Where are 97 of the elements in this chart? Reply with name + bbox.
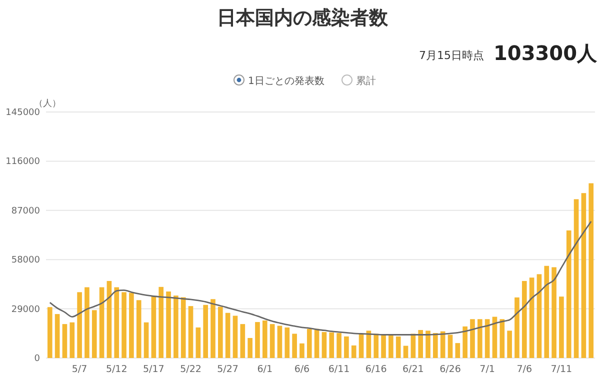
- bar: [144, 322, 149, 358]
- bar: [477, 319, 482, 358]
- bar: [196, 327, 201, 358]
- bar: [552, 267, 556, 358]
- text: 1日ごとの発表数: [248, 75, 324, 87]
- bar: [122, 292, 126, 358]
- bar: [358, 334, 364, 358]
- y-axis-title: （人）: [34, 98, 61, 109]
- bar: [306, 328, 312, 358]
- bar: [544, 266, 550, 358]
- bar: [70, 322, 75, 358]
- bar: [418, 330, 423, 358]
- bar: [455, 343, 460, 358]
- bar: [426, 330, 430, 358]
- bar: [344, 336, 349, 358]
- text: 累計: [356, 75, 376, 87]
- x-tick-label: 7/6: [516, 364, 532, 375]
- bar: [336, 333, 342, 358]
- bar: [581, 193, 586, 358]
- y-tick-label: 0: [34, 354, 40, 364]
- bar: [300, 343, 304, 358]
- bar: [174, 296, 178, 358]
- bar: [566, 230, 572, 358]
- bar: [374, 334, 379, 358]
- bar: [232, 316, 238, 358]
- bar: [210, 299, 216, 358]
- bar: [240, 324, 246, 358]
- x-tick-label: 7/1: [480, 364, 495, 375]
- bar: [536, 274, 542, 358]
- x-tick-label: 5/27: [217, 364, 238, 375]
- chart-title: 日本国内の感染者数: [217, 7, 389, 29]
- x-tick-label: 6/26: [440, 364, 461, 375]
- bar: [492, 316, 498, 358]
- bar: [529, 278, 534, 358]
- y-tick-label: 58000: [11, 256, 40, 266]
- bar: [433, 333, 438, 358]
- bar: [188, 306, 194, 358]
- bar: [559, 296, 564, 358]
- bar: [77, 292, 82, 358]
- bar: [106, 280, 112, 358]
- y-tick-label: 87000: [11, 206, 40, 216]
- bar: [403, 346, 408, 358]
- bar: [62, 324, 68, 358]
- bar: [248, 338, 252, 358]
- bar: [151, 296, 156, 358]
- bar: [180, 297, 186, 358]
- bar: [322, 332, 327, 358]
- x-tick-label: 5/22: [180, 364, 202, 375]
- bar: [470, 319, 475, 358]
- text: 103300人: [494, 41, 598, 65]
- bar: [514, 297, 520, 358]
- bar: [203, 304, 208, 358]
- x-tick-label: 6/21: [402, 364, 424, 375]
- bar: [114, 287, 120, 358]
- x-tick-label: 6/11: [328, 364, 350, 375]
- bar: [92, 310, 97, 358]
- bar: [270, 324, 275, 358]
- bar: [462, 326, 468, 358]
- x-tick-label: 5/17: [143, 364, 164, 375]
- bar: [588, 183, 594, 358]
- bar: [136, 300, 142, 358]
- x-tick-label: 6/6: [294, 364, 310, 375]
- x-tick-label: 5/12: [106, 364, 128, 375]
- bar: [351, 345, 356, 358]
- bar: [522, 280, 527, 358]
- bar: [388, 334, 394, 358]
- bar: [329, 332, 334, 358]
- bar: [262, 320, 268, 358]
- bar: [277, 326, 282, 358]
- bar: [84, 287, 90, 358]
- bar: [54, 314, 60, 358]
- x-tick-label: 6/1: [257, 364, 273, 375]
- bar: [284, 327, 290, 358]
- y-tick-label: 29000: [11, 304, 40, 315]
- bar: [158, 286, 164, 358]
- text: 7月15日時点: [419, 49, 484, 62]
- bar: [129, 292, 134, 358]
- bar: [500, 319, 505, 358]
- bar: [484, 319, 490, 358]
- bar: [292, 334, 297, 358]
- bar: [99, 287, 104, 358]
- bar: [507, 330, 512, 358]
- x-tick-label: 5/7: [72, 364, 88, 375]
- y-tick-label: 116000: [6, 157, 40, 168]
- bar: [47, 307, 52, 358]
- bar: [218, 306, 223, 358]
- bar: [574, 199, 579, 358]
- bar: [255, 322, 260, 358]
- line-series: [49, 220, 592, 336]
- bar: [381, 334, 386, 358]
- y-tick-label: 145000: [6, 108, 40, 118]
- bar: [225, 312, 230, 358]
- bar: [448, 334, 453, 358]
- bar: [396, 336, 401, 358]
- x-tick-label: 7/11: [550, 364, 572, 375]
- x-tick-label: 6/16: [365, 364, 387, 375]
- bar: [166, 291, 171, 358]
